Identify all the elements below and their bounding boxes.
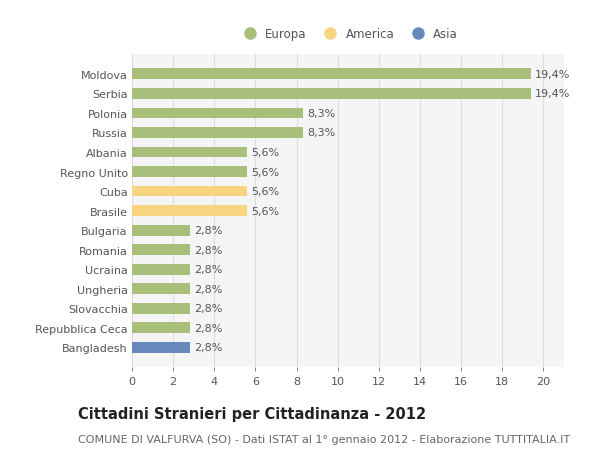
Bar (132, 206, 247, 217)
Bar (132, 167, 247, 178)
Text: 8,3%: 8,3% (307, 128, 335, 138)
Text: 2,8%: 2,8% (194, 265, 222, 274)
Bar (132, 69, 531, 80)
Text: 19,4%: 19,4% (535, 89, 571, 99)
Bar (132, 89, 531, 100)
Bar (132, 303, 190, 314)
Text: 8,3%: 8,3% (307, 109, 335, 118)
Text: 5,6%: 5,6% (251, 187, 280, 196)
Bar (132, 245, 190, 256)
Bar (132, 284, 190, 295)
Legend: Europa, America, Asia: Europa, America, Asia (233, 23, 463, 46)
Text: 5,6%: 5,6% (251, 148, 280, 157)
Bar (132, 323, 190, 334)
Text: Cittadini Stranieri per Cittadinanza - 2012: Cittadini Stranieri per Cittadinanza - 2… (78, 406, 426, 421)
Text: 2,8%: 2,8% (194, 304, 222, 313)
Bar (132, 108, 303, 119)
Text: 5,6%: 5,6% (251, 206, 280, 216)
Bar (132, 128, 303, 139)
Bar (132, 264, 190, 275)
Text: 19,4%: 19,4% (535, 70, 571, 79)
Text: 2,8%: 2,8% (194, 226, 222, 235)
Bar (132, 225, 190, 236)
Bar (132, 342, 190, 353)
Text: 2,8%: 2,8% (194, 245, 222, 255)
Bar (132, 147, 247, 158)
Text: 5,6%: 5,6% (251, 167, 280, 177)
Text: 2,8%: 2,8% (194, 343, 222, 353)
Text: COMUNE DI VALFURVA (SO) - Dati ISTAT al 1° gennaio 2012 - Elaborazione TUTTITALI: COMUNE DI VALFURVA (SO) - Dati ISTAT al … (78, 434, 570, 444)
Text: 2,8%: 2,8% (194, 323, 222, 333)
Bar (132, 186, 247, 197)
Text: 2,8%: 2,8% (194, 284, 222, 294)
